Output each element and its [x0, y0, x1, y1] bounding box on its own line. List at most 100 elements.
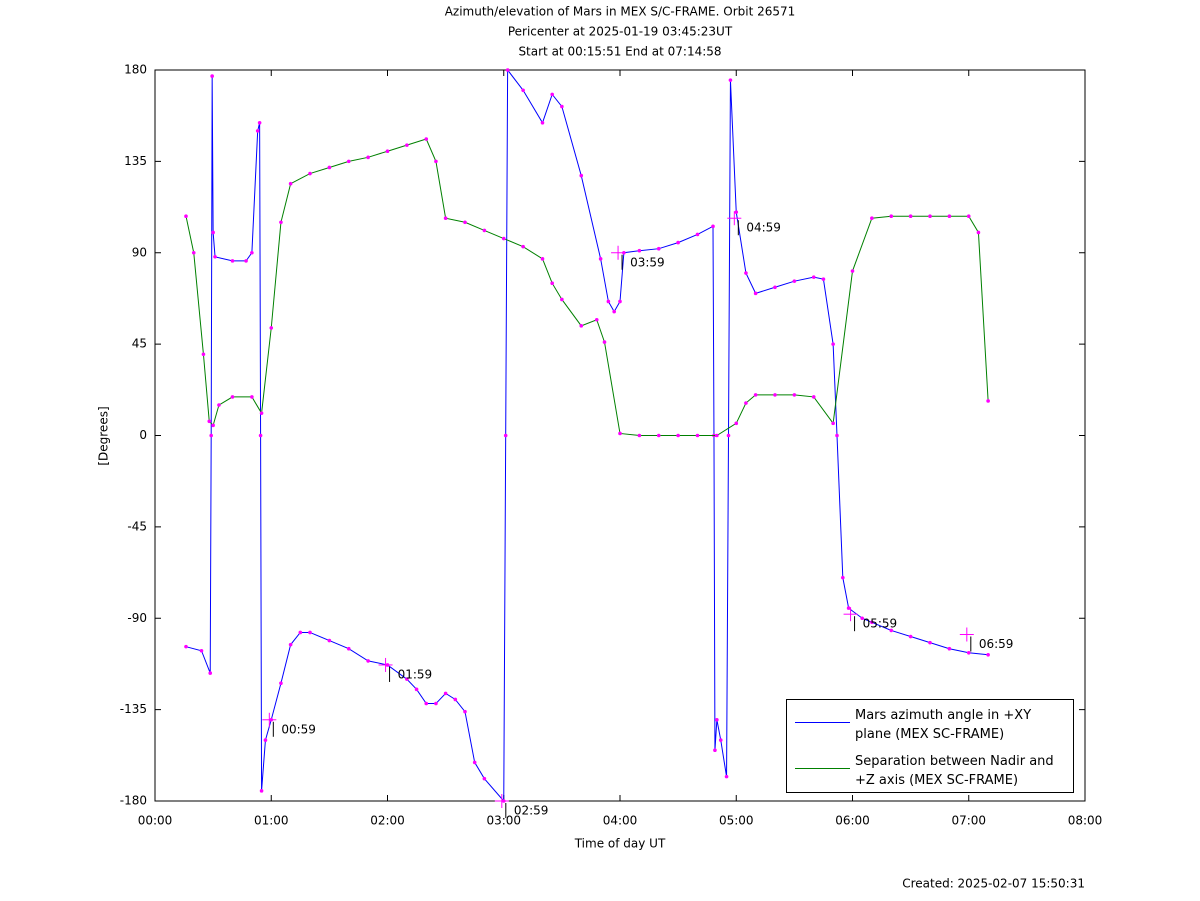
data-point	[850, 269, 855, 273]
data-point	[472, 760, 477, 765]
data-point	[713, 748, 717, 753]
x-tick-label: 07:00	[951, 814, 986, 828]
data-point	[308, 171, 312, 176]
data-point	[821, 277, 826, 281]
data-point	[637, 248, 642, 253]
data-point	[211, 230, 215, 235]
legend-swatch	[795, 768, 850, 769]
data-point	[695, 232, 700, 237]
data-point	[792, 279, 797, 283]
data-point	[209, 433, 213, 438]
data-point	[210, 74, 214, 78]
chart-title: Azimuth/elevation of Mars in MEX S/C-FRA…	[445, 5, 796, 19]
data-point	[540, 257, 545, 261]
series-line	[185, 138, 989, 436]
annotation: 00:59	[281, 722, 316, 736]
data-point	[521, 244, 525, 249]
legend-swatch	[795, 722, 850, 723]
data-point	[184, 214, 188, 218]
data-point	[463, 709, 467, 714]
data-point	[288, 181, 293, 186]
data-point	[213, 255, 217, 259]
chart-subtitle: Pericenter at 2025-01-19 03:45:23UT	[508, 25, 733, 39]
annotation: 03:59	[630, 255, 665, 269]
data-point	[889, 628, 894, 633]
data-point	[870, 620, 874, 625]
data-point	[424, 137, 429, 141]
data-point	[889, 214, 894, 218]
data-point	[327, 165, 332, 170]
data-point	[258, 433, 263, 438]
y-axis-label: [Degrees]	[97, 406, 111, 465]
y-tick-label: 135	[124, 154, 147, 168]
data-point	[250, 395, 254, 399]
data-point	[207, 419, 212, 424]
data-point	[986, 653, 990, 657]
data-point	[715, 433, 719, 438]
data-point	[676, 240, 680, 245]
data-point	[602, 340, 607, 344]
data-point	[405, 677, 409, 681]
data-point	[244, 259, 248, 263]
data-point	[618, 431, 622, 436]
data-point	[676, 433, 680, 438]
data-point	[908, 214, 913, 218]
data-point	[385, 149, 390, 154]
data-point	[208, 671, 213, 675]
x-tick-label: 06:00	[835, 814, 870, 828]
y-tick-label: -90	[127, 611, 147, 625]
data-point	[726, 433, 731, 438]
data-point	[298, 630, 303, 635]
data-point	[744, 271, 748, 275]
data-point	[966, 650, 971, 655]
data-point	[715, 717, 719, 722]
x-tick-label: 05:00	[719, 814, 754, 828]
legend: Mars azimuth angle in +XY plane (MEX SC-…	[786, 699, 1074, 793]
x-tick-label: 02:00	[370, 814, 405, 828]
data-point	[463, 220, 467, 225]
legend-label: Mars azimuth angle in +XY plane (MEX SC-…	[855, 708, 1032, 742]
plot-frame	[154, 69, 1086, 802]
data-point	[521, 88, 525, 93]
y-tick-label: 0	[139, 428, 147, 442]
data-point	[259, 411, 264, 415]
x-axis-label: Time of day UT	[574, 837, 666, 851]
data-point	[443, 691, 448, 696]
data-point	[618, 299, 622, 304]
x-tick-label: 01:00	[254, 814, 289, 828]
data-point	[773, 285, 777, 290]
data-point	[728, 78, 733, 82]
data-point	[414, 687, 419, 692]
data-point	[753, 291, 758, 296]
data-point	[482, 776, 487, 781]
data-point	[831, 342, 835, 346]
data-point	[846, 606, 851, 610]
legend-label: Separation between Nadir and +Z axis (ME…	[855, 754, 1054, 788]
annotation: 05:59	[863, 617, 898, 631]
data-point	[773, 393, 777, 397]
data-point	[405, 143, 409, 147]
data-point	[860, 616, 864, 621]
data-point	[217, 403, 221, 407]
data-point	[656, 433, 661, 438]
data-point	[230, 395, 235, 399]
data-point	[637, 433, 642, 438]
y-tick-label: -45	[127, 519, 147, 533]
data-point	[505, 68, 510, 72]
data-point	[366, 155, 370, 160]
data-point	[695, 433, 700, 438]
data-point	[831, 421, 835, 426]
data-point	[269, 326, 274, 330]
data-point	[928, 640, 932, 645]
annotation: 02:59	[514, 804, 549, 818]
data-point	[424, 701, 429, 706]
data-point	[598, 257, 603, 261]
data-point	[870, 216, 874, 221]
data-point	[191, 250, 196, 255]
x-tick-label: 08:00	[1068, 814, 1103, 828]
data-point	[606, 299, 611, 304]
data-point	[308, 630, 312, 635]
annotation: 06:59	[979, 637, 1014, 651]
y-tick-label: 45	[132, 337, 147, 351]
